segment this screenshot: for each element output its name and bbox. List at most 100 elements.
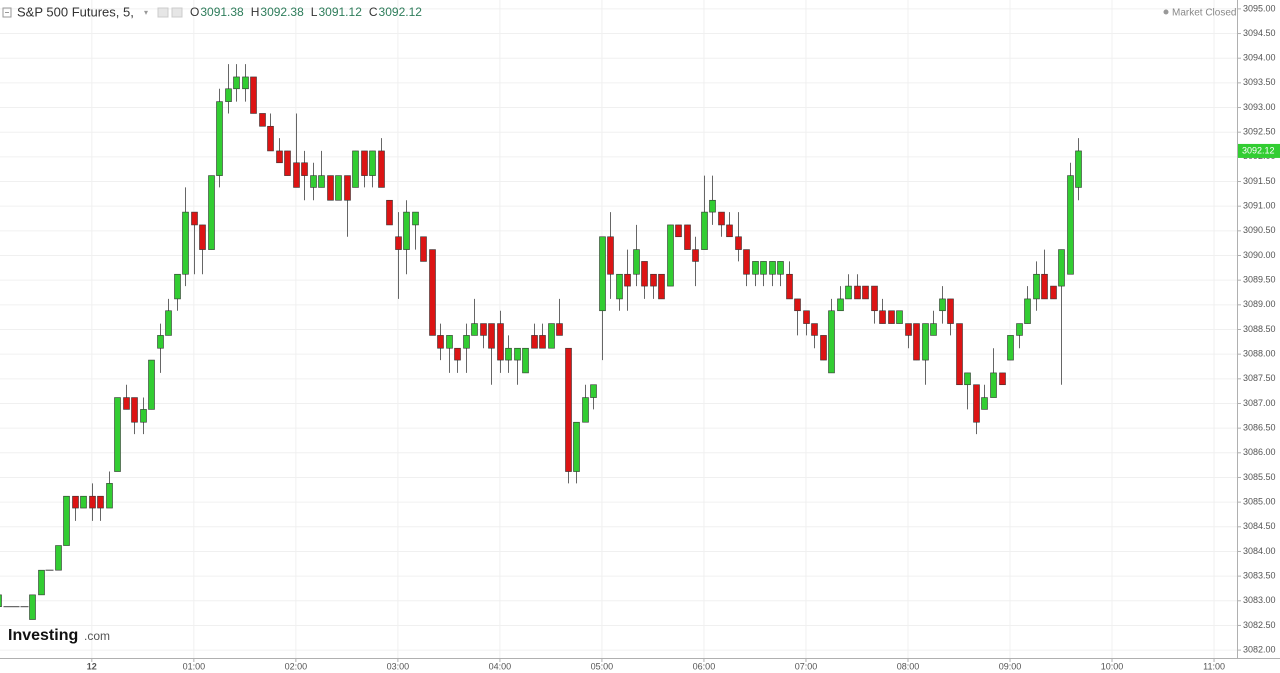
y-tick-label: 3094.50 (1243, 28, 1276, 38)
candle-body (1058, 249, 1065, 287)
y-tick-label: 3094.00 (1243, 53, 1276, 63)
y-tick-label: 3088.00 (1243, 349, 1276, 359)
candle-body (1067, 175, 1074, 275)
candle-body (803, 310, 810, 324)
y-tick-label: 3091.50 (1243, 176, 1276, 186)
candle-body (514, 347, 521, 361)
x-tick-label: 07:00 (795, 661, 818, 671)
candle-body (454, 347, 461, 361)
field-label: L (311, 5, 318, 19)
candle-body (888, 310, 895, 324)
settings-icon[interactable] (157, 7, 169, 18)
candle-body (709, 199, 716, 213)
y-tick-label: 3092.50 (1243, 127, 1276, 137)
candle-body (947, 298, 954, 324)
candle-body (573, 421, 580, 472)
y-tick-label: 3084.00 (1243, 546, 1276, 556)
candle-body (89, 495, 96, 509)
y-tick-label: 3085.00 (1243, 497, 1276, 507)
candle-body (896, 310, 903, 324)
candle-body (990, 372, 997, 398)
candle-body (412, 211, 419, 226)
candle-body (879, 310, 886, 324)
candle-body (352, 150, 359, 188)
candle-body (488, 323, 495, 349)
candle-body (675, 224, 682, 238)
candle-body (63, 495, 70, 546)
candle-body (463, 335, 470, 349)
y-tick-label: 3086.50 (1243, 423, 1276, 433)
candle-body (939, 298, 946, 312)
candle-body (497, 323, 504, 361)
candle-body (973, 384, 980, 423)
field-value: 3091.38 (200, 5, 244, 19)
candle-body (310, 175, 317, 188)
candle-body (259, 113, 266, 127)
candle-body (327, 175, 334, 201)
candle-body (437, 335, 444, 349)
candle-body (1041, 273, 1048, 300)
market-status: Market Closed (1172, 8, 1236, 19)
candle-body (616, 273, 623, 300)
last-price-label: 3092.12 (1242, 145, 1275, 155)
candle-body (811, 323, 818, 336)
candle-body (539, 335, 546, 349)
candle-body (80, 495, 87, 509)
candle-body (930, 323, 937, 336)
candle-body (284, 150, 291, 176)
close-icon[interactable] (171, 7, 183, 18)
candle-body (429, 249, 436, 336)
candle-body (658, 273, 665, 300)
y-tick-label: 3090.50 (1243, 225, 1276, 235)
logo-brand: Investing (8, 627, 78, 644)
y-tick-label: 3090.00 (1243, 250, 1276, 260)
candle-body (1050, 285, 1057, 300)
y-tick-label: 3083.00 (1243, 595, 1276, 605)
y-tick-label: 3093.00 (1243, 102, 1276, 112)
instrument-title: S&P 500 Futures, 5, (17, 4, 134, 19)
field-label: O (190, 5, 199, 19)
candle-body (157, 335, 164, 349)
candle-body (420, 236, 427, 262)
candle-body (828, 310, 835, 374)
collapse-icon[interactable] (2, 7, 12, 18)
candle-body (684, 224, 691, 250)
candle-body (820, 335, 827, 361)
candle-body (276, 150, 283, 164)
y-tick-label: 3089.50 (1243, 275, 1276, 285)
x-tick-label: 06:00 (693, 661, 716, 671)
candle-body (123, 397, 130, 410)
x-tick-label: 10:00 (1101, 661, 1124, 671)
candle-body (199, 224, 206, 250)
candle-body (191, 211, 198, 226)
y-tick-label: 3086.00 (1243, 447, 1276, 457)
candle-body (956, 323, 963, 386)
x-tick-label: 08:00 (897, 661, 920, 671)
candle-body (760, 261, 767, 275)
candle-body (743, 249, 750, 275)
candle-body (922, 323, 929, 361)
candle-body (862, 285, 869, 300)
candle-body (386, 199, 393, 226)
candle-body (97, 495, 104, 509)
candle-body (29, 594, 36, 620)
field-label: H (251, 5, 260, 19)
candle-body (131, 397, 138, 423)
candle-body (981, 397, 988, 410)
y-tick-label: 3084.50 (1243, 521, 1276, 531)
candle-body (641, 261, 648, 287)
candle-body (1033, 273, 1040, 300)
candle-body (318, 175, 325, 188)
candle-body (38, 569, 45, 596)
candle-body (1016, 323, 1023, 336)
dropdown-arrow[interactable]: ▾ (144, 8, 148, 17)
field-label: C (369, 5, 378, 19)
candle-body (522, 347, 529, 374)
candle-body (369, 150, 376, 176)
x-tick-label: 11:00 (1203, 661, 1225, 671)
candle-body (752, 261, 759, 275)
candle-body (565, 347, 572, 472)
candle-body (361, 150, 368, 176)
